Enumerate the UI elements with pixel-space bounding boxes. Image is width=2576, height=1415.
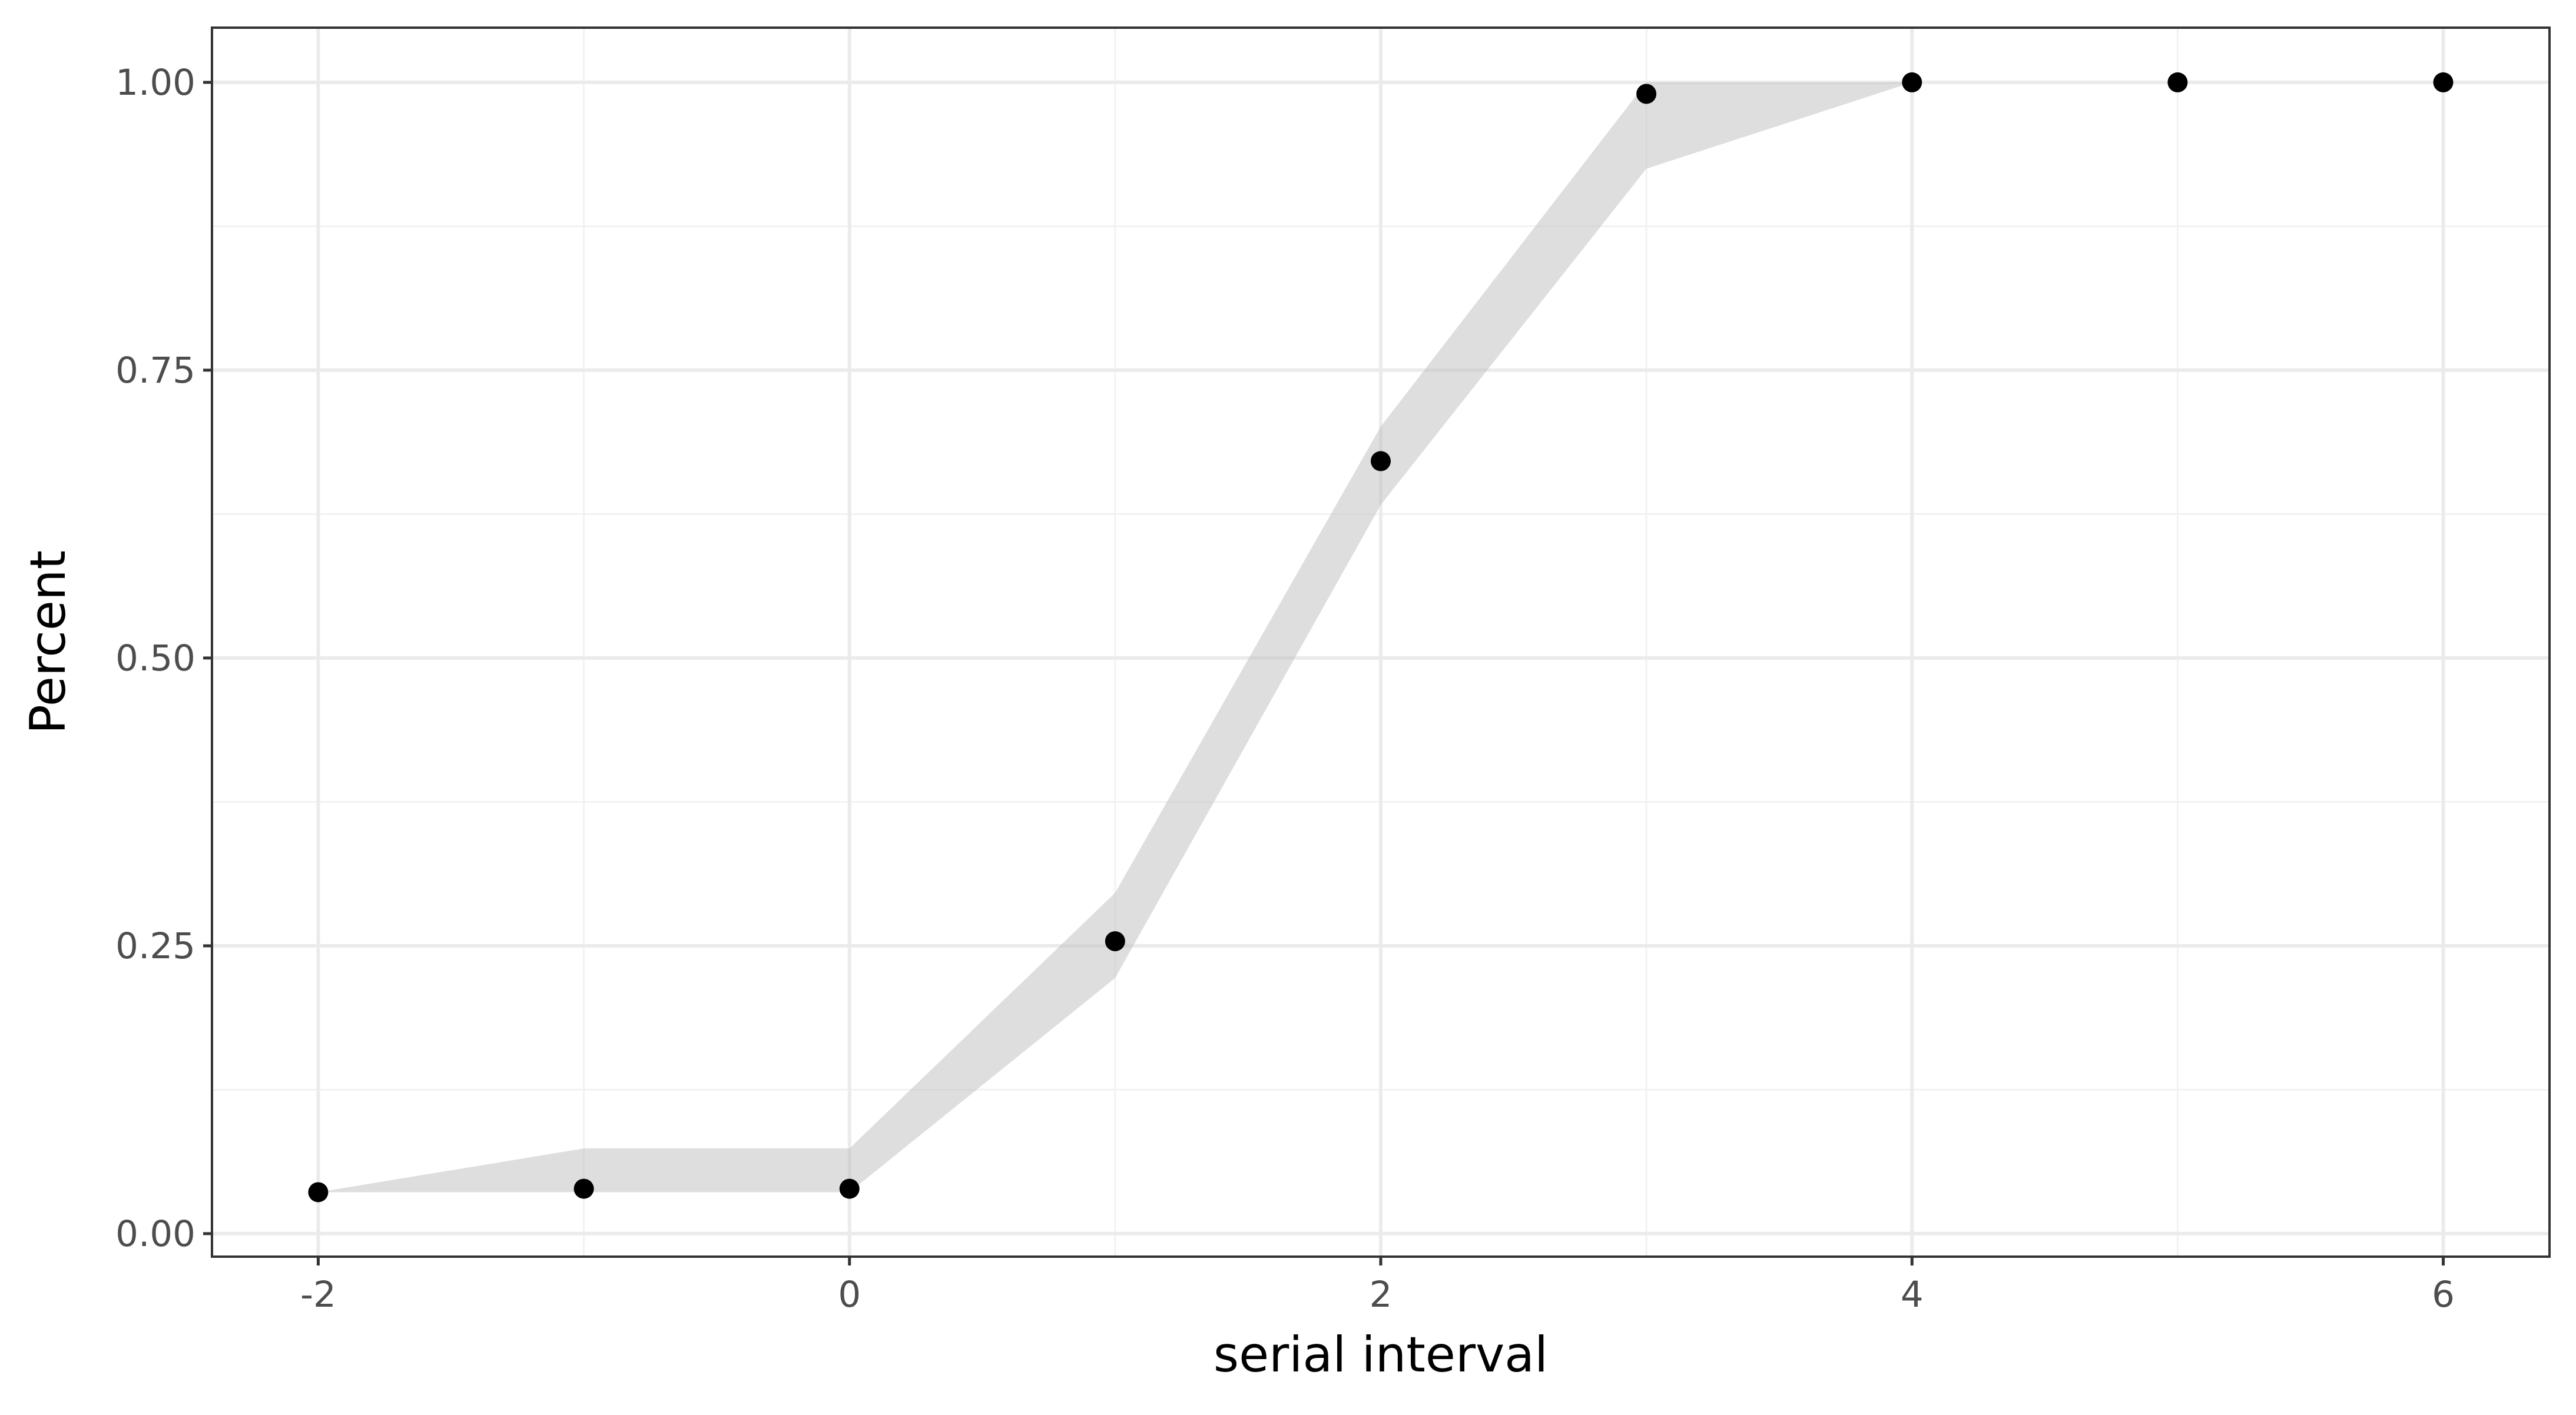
y-tick-label: 0.00 [115,1213,195,1255]
data-points [308,72,2454,1203]
data-point [1636,84,1657,104]
data-point [1371,451,1391,471]
x-tick-label: 0 [838,1274,861,1316]
y-tick-labels: 0.00 0.25 0.50 0.75 1.00 [115,62,195,1255]
y-axis-title: Percent [19,550,77,734]
data-point [2167,72,2188,92]
x-tick-label: -2 [300,1274,336,1316]
y-tick-label: 0.25 [115,925,195,967]
data-point [839,1178,860,1199]
x-tick-labels: -2 0 2 4 6 [300,1274,2455,1316]
x-tick-label: 4 [1901,1274,1924,1316]
data-point [308,1182,329,1203]
major-gridlines [212,28,2550,1257]
y-tick-label: 0.50 [115,637,195,679]
data-point [573,1178,594,1199]
data-point [2433,72,2454,92]
x-tick-label: 6 [2432,1274,2455,1316]
confidence-ribbon [318,82,1912,1193]
ribbon-band [318,82,1912,1193]
data-point [1105,931,1125,952]
y-tick-label: 1.00 [115,62,195,104]
y-tick-label: 0.75 [115,350,195,391]
x-axis-title: serial interval [1214,1326,1548,1383]
axis-ticks [203,81,2445,1265]
x-tick-label: 2 [1370,1274,1393,1316]
data-point [1902,72,1922,92]
